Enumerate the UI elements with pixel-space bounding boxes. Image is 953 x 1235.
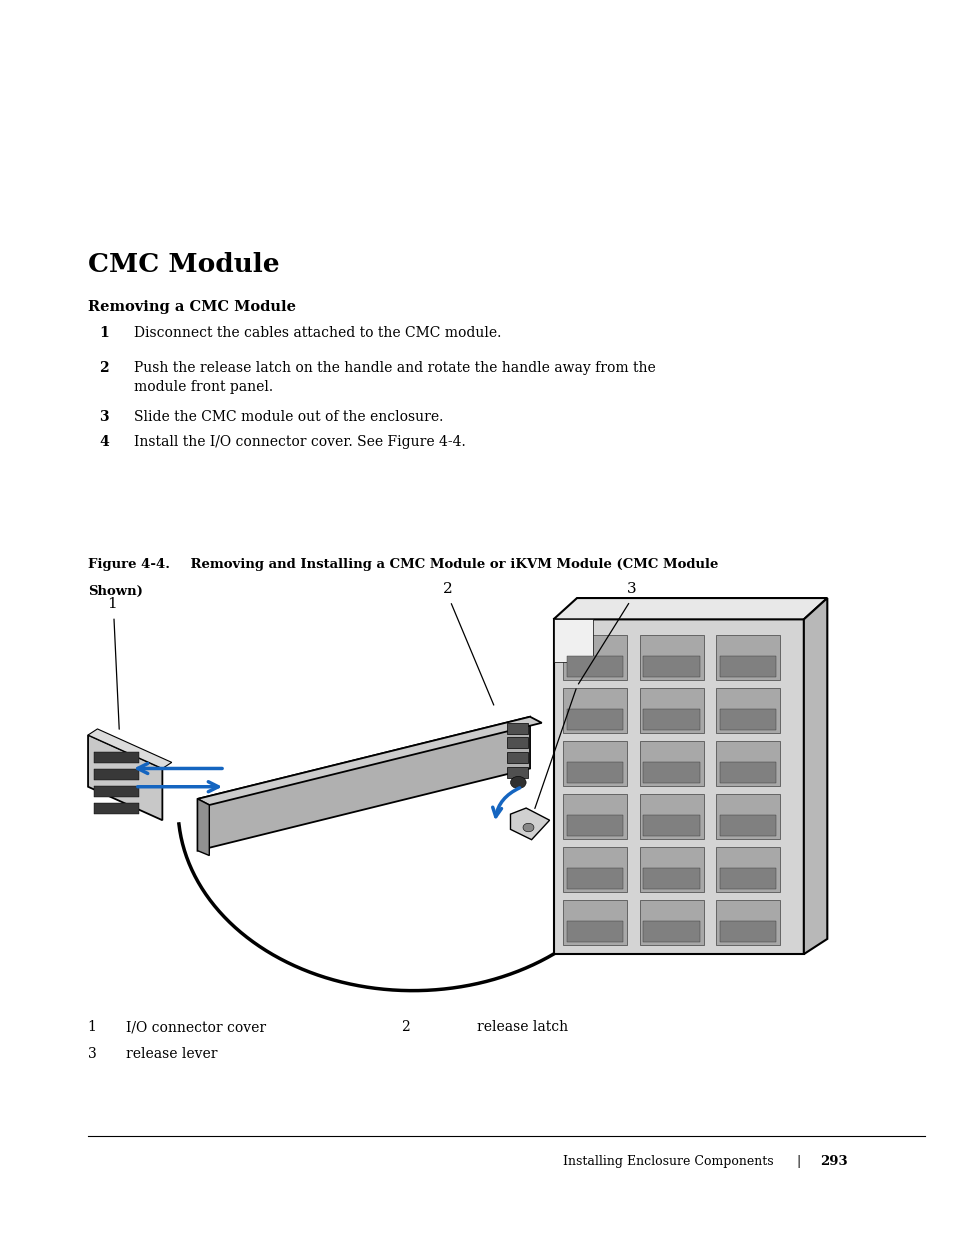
Text: 1: 1 bbox=[99, 326, 109, 340]
Bar bbox=[93, 787, 139, 797]
Bar bbox=[716, 741, 780, 787]
Bar bbox=[716, 635, 780, 680]
Bar bbox=[720, 920, 776, 942]
Text: I/O connector cover: I/O connector cover bbox=[126, 1020, 266, 1034]
Text: Installing Enclosure Components: Installing Enclosure Components bbox=[562, 1155, 773, 1168]
Bar bbox=[506, 752, 528, 763]
Bar bbox=[566, 920, 622, 942]
Bar bbox=[562, 847, 626, 892]
Polygon shape bbox=[88, 729, 172, 768]
Bar bbox=[93, 752, 139, 763]
Text: Removing a CMC Module: Removing a CMC Module bbox=[88, 300, 295, 314]
Text: 2: 2 bbox=[442, 582, 453, 597]
Bar bbox=[562, 900, 626, 945]
Bar bbox=[720, 868, 776, 889]
Bar bbox=[639, 847, 703, 892]
Polygon shape bbox=[197, 716, 541, 805]
Bar bbox=[562, 794, 626, 839]
Bar bbox=[642, 920, 700, 942]
Bar bbox=[562, 688, 626, 734]
Text: 2: 2 bbox=[400, 1020, 409, 1034]
Text: release latch: release latch bbox=[476, 1020, 568, 1034]
Bar bbox=[93, 769, 139, 781]
Text: 2: 2 bbox=[99, 361, 109, 374]
Polygon shape bbox=[803, 598, 826, 955]
Bar bbox=[566, 815, 622, 836]
Bar bbox=[639, 635, 703, 680]
Polygon shape bbox=[197, 716, 530, 851]
Bar bbox=[720, 709, 776, 730]
Bar bbox=[639, 688, 703, 734]
Text: release lever: release lever bbox=[126, 1047, 217, 1061]
Bar bbox=[639, 794, 703, 839]
Bar bbox=[716, 900, 780, 945]
Text: Push the release latch on the handle and rotate the handle away from the
module : Push the release latch on the handle and… bbox=[133, 361, 655, 394]
Text: Disconnect the cables attached to the CMC module.: Disconnect the cables attached to the CM… bbox=[133, 326, 500, 340]
Text: Install the I/O connector cover. See Figure 4-4.: Install the I/O connector cover. See Fig… bbox=[133, 435, 465, 448]
Bar bbox=[566, 709, 622, 730]
Bar bbox=[562, 741, 626, 787]
Bar bbox=[93, 803, 139, 814]
Polygon shape bbox=[510, 808, 549, 840]
Bar bbox=[720, 762, 776, 783]
Text: Removing and Installing a CMC Module or iKVM Module (CMC Module: Removing and Installing a CMC Module or … bbox=[172, 558, 718, 572]
Polygon shape bbox=[553, 598, 826, 620]
Bar bbox=[720, 815, 776, 836]
Text: CMC Module: CMC Module bbox=[88, 252, 279, 277]
Bar bbox=[506, 737, 528, 748]
Text: 3: 3 bbox=[88, 1047, 96, 1061]
Text: 1: 1 bbox=[88, 1020, 96, 1034]
Text: Slide the CMC module out of the enclosure.: Slide the CMC module out of the enclosur… bbox=[133, 410, 442, 424]
Polygon shape bbox=[88, 735, 162, 820]
Bar bbox=[642, 656, 700, 677]
Bar bbox=[566, 762, 622, 783]
Text: Figure 4-4.: Figure 4-4. bbox=[88, 558, 170, 572]
Circle shape bbox=[522, 824, 534, 832]
Bar bbox=[642, 709, 700, 730]
Text: 1: 1 bbox=[107, 598, 116, 611]
Circle shape bbox=[510, 777, 526, 789]
Polygon shape bbox=[197, 799, 209, 856]
Bar bbox=[642, 815, 700, 836]
Bar bbox=[506, 767, 528, 778]
Bar bbox=[716, 794, 780, 839]
Text: Shown): Shown) bbox=[88, 585, 143, 599]
Bar bbox=[566, 656, 622, 677]
Text: 4: 4 bbox=[99, 435, 109, 448]
Bar bbox=[716, 847, 780, 892]
Bar bbox=[720, 656, 776, 677]
Bar bbox=[506, 722, 528, 734]
Bar bbox=[639, 741, 703, 787]
Polygon shape bbox=[553, 620, 592, 662]
Text: 293: 293 bbox=[820, 1155, 847, 1168]
Bar bbox=[562, 635, 626, 680]
Text: 3: 3 bbox=[99, 410, 109, 424]
Bar bbox=[716, 688, 780, 734]
Text: 3: 3 bbox=[626, 582, 636, 597]
Polygon shape bbox=[553, 620, 803, 955]
Bar bbox=[566, 868, 622, 889]
Bar bbox=[642, 762, 700, 783]
Text: |: | bbox=[796, 1155, 800, 1168]
Bar bbox=[642, 868, 700, 889]
Bar bbox=[639, 900, 703, 945]
